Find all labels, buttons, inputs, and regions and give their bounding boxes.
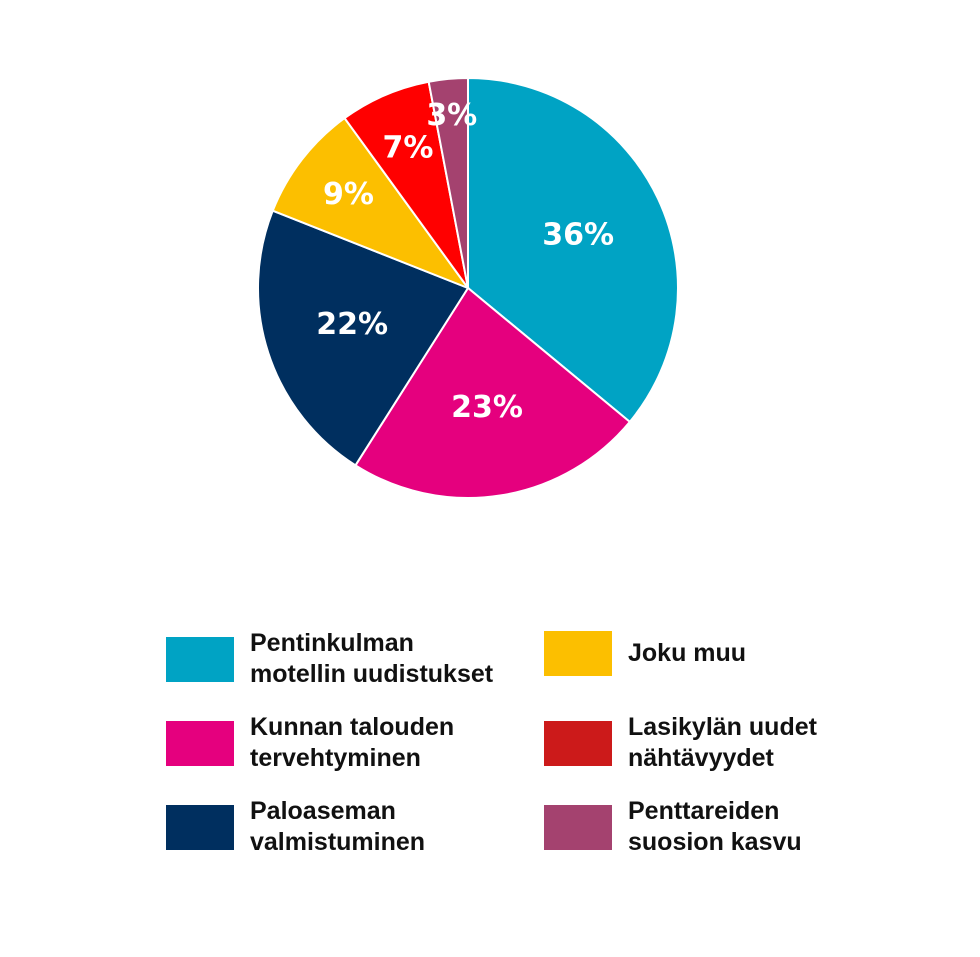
pie-slice bbox=[427, 76, 469, 289]
slice-value-label: 9% bbox=[323, 177, 374, 212]
pie-slice bbox=[271, 116, 471, 291]
slice-value-label: 36% bbox=[542, 218, 614, 253]
pie-slice bbox=[467, 76, 679, 424]
slice-value-label: 3% bbox=[426, 98, 477, 133]
slice-value-label: 22% bbox=[316, 307, 388, 342]
pie-slice bbox=[257, 209, 470, 467]
slice-value-label: 23% bbox=[451, 390, 523, 425]
pie-slice bbox=[354, 286, 632, 499]
slice-value-label: 7% bbox=[382, 131, 433, 166]
